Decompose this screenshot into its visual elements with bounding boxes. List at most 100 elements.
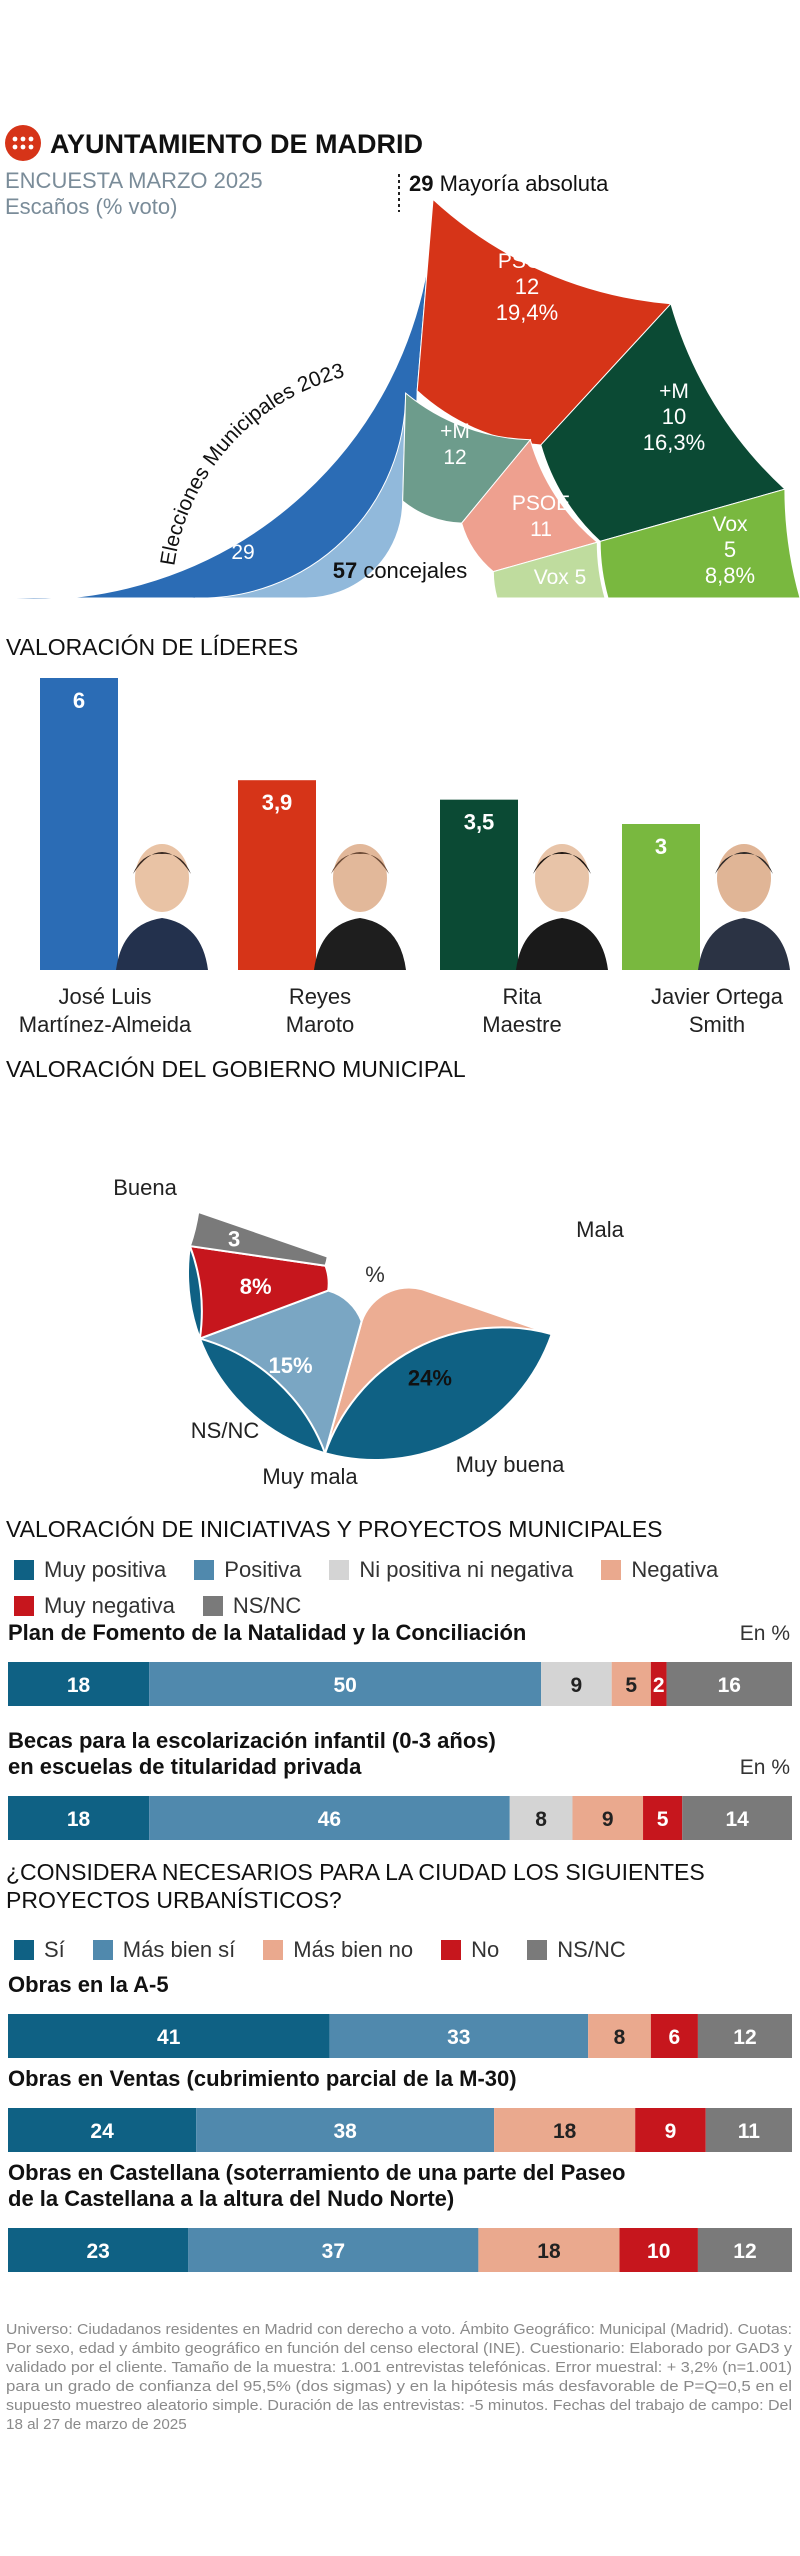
hemicycle-2023-seats-label: 29 xyxy=(231,541,254,564)
stacked-bar-segment xyxy=(8,1796,150,1840)
stacked-bar-segment xyxy=(588,2014,651,2058)
government-pie-chart: 50% 24% 15% 8%3 Buena Mala Muy buena Muy malaNS… xyxy=(113,1148,624,1489)
government-pie-category-label: NS/NC xyxy=(191,1418,260,1443)
legend-item: Muy positiva xyxy=(14,1552,166,1588)
leaders-chart: 6 José Luis Martínez-Almeida 3,9 Reyes Maroto… xyxy=(19,678,790,1037)
government-pie-category-label: Muy buena xyxy=(456,1452,566,1477)
hemicycle-center-number: 57 xyxy=(333,558,364,583)
leader-portrait-face xyxy=(717,844,771,912)
stacked-bar-label: 2 xyxy=(653,1674,665,1697)
stacked-unit-label: En % xyxy=(740,1756,790,1779)
stacked-row-title: Plan de Fomento de la Natalidad y la Con… xyxy=(8,1620,526,1645)
hemicycle-vote-label: 19,4% xyxy=(496,300,558,325)
stacked-bar-segment xyxy=(697,2014,792,2058)
leader-bar xyxy=(40,678,118,970)
leader-bar-label: 3,5 xyxy=(464,810,495,835)
hemicycle-2023-seats-label: 11 xyxy=(530,518,552,541)
leader-name: Maroto xyxy=(286,1012,354,1037)
legend-item: Muy negativa xyxy=(14,1588,175,1624)
leader-name: Rita xyxy=(502,984,542,1009)
hemicycle-party-label: Vox xyxy=(712,513,748,536)
stacked-row-title: de la Castellana a la altura del Nudo No… xyxy=(8,2186,454,2211)
leader-bar xyxy=(440,799,518,970)
leader-portrait-face xyxy=(135,844,189,912)
stacked-bar-label: 14 xyxy=(725,1808,749,1831)
stacked-bar-label: 6 xyxy=(669,2026,681,2049)
stacked-row-title: Obras en la A-5 xyxy=(8,1972,169,1997)
footnote-line: 18 al 27 de marzo de 2025 xyxy=(6,2416,187,2433)
legend-swatch xyxy=(527,1940,548,1960)
hemicycle-2023-seats-label: 12 xyxy=(443,446,466,469)
government-pie-slice xyxy=(196,1289,363,1457)
government-pie-category-label: Buena xyxy=(113,1175,177,1200)
leader-name: Javier Ortega xyxy=(651,984,784,1009)
legend-item: Más bien no xyxy=(263,1932,413,1968)
legend-swatch xyxy=(14,1596,34,1616)
undefined-slice-pp xyxy=(194,393,407,599)
government-pie-center-symbol: % xyxy=(365,1262,385,1287)
urban-title: ¿CONSIDERA NECESARIOS PARA LA CIUDAD LOS… xyxy=(6,1859,705,1913)
leader-bar-label: 3,9 xyxy=(262,790,293,815)
hemicycle-party-label: PSOE xyxy=(498,250,556,273)
stacked-unit-label: En % xyxy=(740,1622,790,1645)
hemicycle-seats-label: 12 xyxy=(515,274,539,299)
government-pie-value-label: 24% xyxy=(408,1365,452,1390)
legend-label: Más bien sí xyxy=(122,1937,236,1962)
stacked-bar-segment xyxy=(8,2228,189,2272)
stacked-bar-segment xyxy=(705,2108,792,2152)
stacked-bar-segment xyxy=(149,1662,542,1706)
legend-item: Negativa xyxy=(601,1552,718,1588)
seats-subtitle: Escaños (% voto) xyxy=(5,194,177,219)
footnote-line: Universo: Ciudadanos residentes en Madri… xyxy=(6,2321,792,2338)
leader-bar xyxy=(622,824,700,970)
legend-swatch xyxy=(92,1940,113,1960)
leader-portrait-face xyxy=(333,844,387,912)
stacked-bar-segment xyxy=(635,2108,706,2152)
stacked-bar-segment xyxy=(8,2014,330,2058)
stacked-bar-segment xyxy=(541,1662,612,1706)
government-title: VALORACIÓN DEL GOBIERNO MUNICIPAL xyxy=(6,1056,466,1082)
stacked-row-title: en escuelas de titularidad privada xyxy=(8,1754,362,1779)
hemicycle-seats-label: 10 xyxy=(662,404,686,429)
legend-label: Muy positiva xyxy=(44,1557,167,1582)
stacked-bar-segment xyxy=(682,1796,792,1840)
leader-portrait-body xyxy=(698,918,790,970)
stacked-bar-segment xyxy=(478,2228,620,2272)
government-pie-value-label: 8% xyxy=(240,1274,272,1299)
government-pie-category-label: Mala xyxy=(576,1217,624,1242)
hemicycle-chart: PP3049,7%PSOE1219,4%+M1016,3%Vox58,8%PP2… xyxy=(0,198,800,600)
legend-swatch xyxy=(194,1560,215,1580)
leader-portrait-body xyxy=(314,918,406,970)
leaders-title: VALORACIÓN DE LÍDERES xyxy=(6,634,299,660)
hemicycle-2023-party-label: PSOE xyxy=(512,492,570,515)
stacked-bar-label: 16 xyxy=(718,1674,741,1697)
stacked-row-title: Obras en Castellana (soterramiento de un… xyxy=(8,2160,625,2185)
madrid-logo-icon xyxy=(5,125,41,161)
government-pie-category-label: Muy mala xyxy=(262,1464,358,1489)
hemicycle-2023-vox-label: Vox 5 xyxy=(534,566,587,589)
legend-swatch xyxy=(329,1560,350,1580)
legend-item: Más bien sí xyxy=(92,1932,236,1968)
stacked-bar-label: 37 xyxy=(322,2240,345,2263)
hemicycle-2023-seats-label: 5 xyxy=(575,566,587,589)
leader-name: Maestre xyxy=(482,1012,561,1037)
stacked-bar-label: 18 xyxy=(67,1808,91,1831)
stacked-bar-label: 41 xyxy=(157,2026,181,2049)
footnote-line: validado por el cliente. Tamaño de la mu… xyxy=(6,2359,792,2376)
leader-portrait-icon xyxy=(516,844,608,970)
hemicycle-2023-party-label: +M xyxy=(440,420,470,443)
leader-bar-label: 3 xyxy=(655,834,667,859)
hemicycle-vote-label: 16,3% xyxy=(643,430,705,455)
initiatives-title: VALORACIÓN DE INICIATIVAS Y PROYECTOS MU… xyxy=(6,1516,663,1542)
stacked-bar-label: 18 xyxy=(537,2240,561,2263)
stacked-bar-segment xyxy=(619,2228,698,2272)
legend-swatch xyxy=(263,1940,284,1960)
urban-title-line: ¿CONSIDERA NECESARIOS PARA LA CIUDAD LOS… xyxy=(6,1859,705,1885)
government-pie-value-label: 15% xyxy=(269,1353,313,1378)
stacked-bar-label: 12 xyxy=(733,2240,756,2263)
undefined-slice-vox xyxy=(599,488,800,599)
header-title: AYUNTAMIENTO DE MADRID xyxy=(50,129,423,159)
stacked-bar-label: 10 xyxy=(647,2240,670,2263)
stacked-bar-label: 5 xyxy=(657,1808,669,1831)
